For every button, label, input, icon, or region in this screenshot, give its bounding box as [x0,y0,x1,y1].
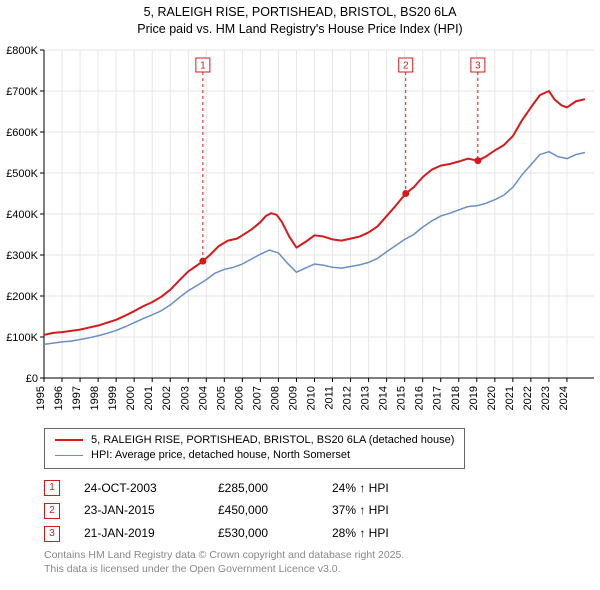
svg-text:2018: 2018 [450,386,462,410]
svg-text:2014: 2014 [378,386,390,410]
svg-text:2015: 2015 [396,386,408,410]
svg-text:2006: 2006 [233,386,245,410]
legend-swatch-blue [55,455,83,456]
event-marker-number: 1 [44,480,60,496]
svg-text:£0: £0 [26,373,38,385]
svg-text:2005: 2005 [215,386,227,410]
svg-text:2007: 2007 [251,386,263,410]
svg-text:1995: 1995 [35,386,47,410]
svg-text:2012: 2012 [342,386,354,410]
attribution: Contains HM Land Registry data © Crown c… [44,549,600,576]
svg-text:2011: 2011 [324,386,336,410]
event-delta: 28% ↑ HPI [332,522,389,545]
svg-text:2001: 2001 [143,386,155,410]
chart-title-line2: Price paid vs. HM Land Registry's House … [0,21,600,38]
svg-text:£400K: £400K [6,209,38,221]
svg-text:2008: 2008 [269,386,281,410]
legend-label-price-paid: 5, RALEIGH RISE, PORTISHEAD, BRISTOL, BS… [91,433,454,448]
svg-text:£300K: £300K [6,250,38,262]
event-date: 24-OCT-2003 [84,477,194,500]
svg-text:2024: 2024 [558,386,570,410]
svg-text:2002: 2002 [161,386,173,410]
legend-row-price-paid: 5, RALEIGH RISE, PORTISHEAD, BRISTOL, BS… [55,433,454,448]
svg-text:2009: 2009 [287,386,299,410]
event-date: 21-JAN-2019 [84,522,194,545]
svg-text:1997: 1997 [71,386,83,410]
legend-swatch-red [55,439,83,441]
svg-text:£800K: £800K [6,45,38,57]
svg-text:2017: 2017 [432,386,444,410]
event-delta: 24% ↑ HPI [332,477,389,500]
svg-text:2022: 2022 [522,386,534,410]
svg-text:2016: 2016 [414,386,426,410]
legend: 5, RALEIGH RISE, PORTISHEAD, BRISTOL, BS… [44,428,465,469]
event-price: £450,000 [218,499,308,522]
svg-text:2013: 2013 [360,386,372,410]
svg-text:£200K: £200K [6,291,38,303]
event-marker-number: 3 [44,526,60,542]
svg-text:2000: 2000 [125,386,137,410]
svg-text:2021: 2021 [504,386,516,410]
attribution-line2: This data is licensed under the Open Gov… [44,563,600,577]
svg-text:£100K: £100K [6,332,38,344]
event-price: £285,000 [218,477,308,500]
legend-label-hpi: HPI: Average price, detached house, Nort… [91,448,350,463]
svg-text:3: 3 [475,60,481,71]
event-delta: 37% ↑ HPI [332,499,389,522]
event-row: 1 24-OCT-2003 £285,000 24% ↑ HPI [44,477,600,500]
svg-text:2023: 2023 [540,386,552,410]
svg-text:1: 1 [200,60,206,71]
event-marker-number: 2 [44,503,60,519]
event-row: 2 23-JAN-2015 £450,000 37% ↑ HPI [44,499,600,522]
svg-text:£700K: £700K [6,86,38,98]
event-table: 1 24-OCT-2003 £285,000 24% ↑ HPI 2 23-JAN-201… [44,477,600,545]
chart-title-line1: 5, RALEIGH RISE, PORTISHEAD, BRISTOL, BS… [0,4,600,21]
svg-text:1998: 1998 [89,386,101,410]
svg-text:2004: 2004 [197,386,209,410]
svg-text:2020: 2020 [486,386,498,410]
attribution-line1: Contains HM Land Registry data © Crown c… [44,549,600,563]
legend-row-hpi: HPI: Average price, detached house, Nort… [55,448,454,463]
event-price: £530,000 [218,522,308,545]
svg-text:1996: 1996 [53,386,65,410]
event-row: 3 21-JAN-2019 £530,000 28% ↑ HPI [44,522,600,545]
chart-container: £0 £100K £200K £300K £400K £500K £600K £700K £80… [0,44,600,424]
chart-title-block: 5, RALEIGH RISE, PORTISHEAD, BRISTOL, BS… [0,0,600,44]
svg-text:2003: 2003 [179,386,191,410]
svg-text:£600K: £600K [6,127,38,139]
svg-text:2010: 2010 [305,386,317,410]
line-chart: £0 £100K £200K £300K £400K £500K £600K £700K £80… [0,44,600,424]
svg-text:£500K: £500K [6,168,38,180]
svg-text:1999: 1999 [107,386,119,410]
svg-text:2: 2 [403,60,409,71]
event-date: 23-JAN-2015 [84,499,194,522]
svg-text:2019: 2019 [468,386,480,410]
